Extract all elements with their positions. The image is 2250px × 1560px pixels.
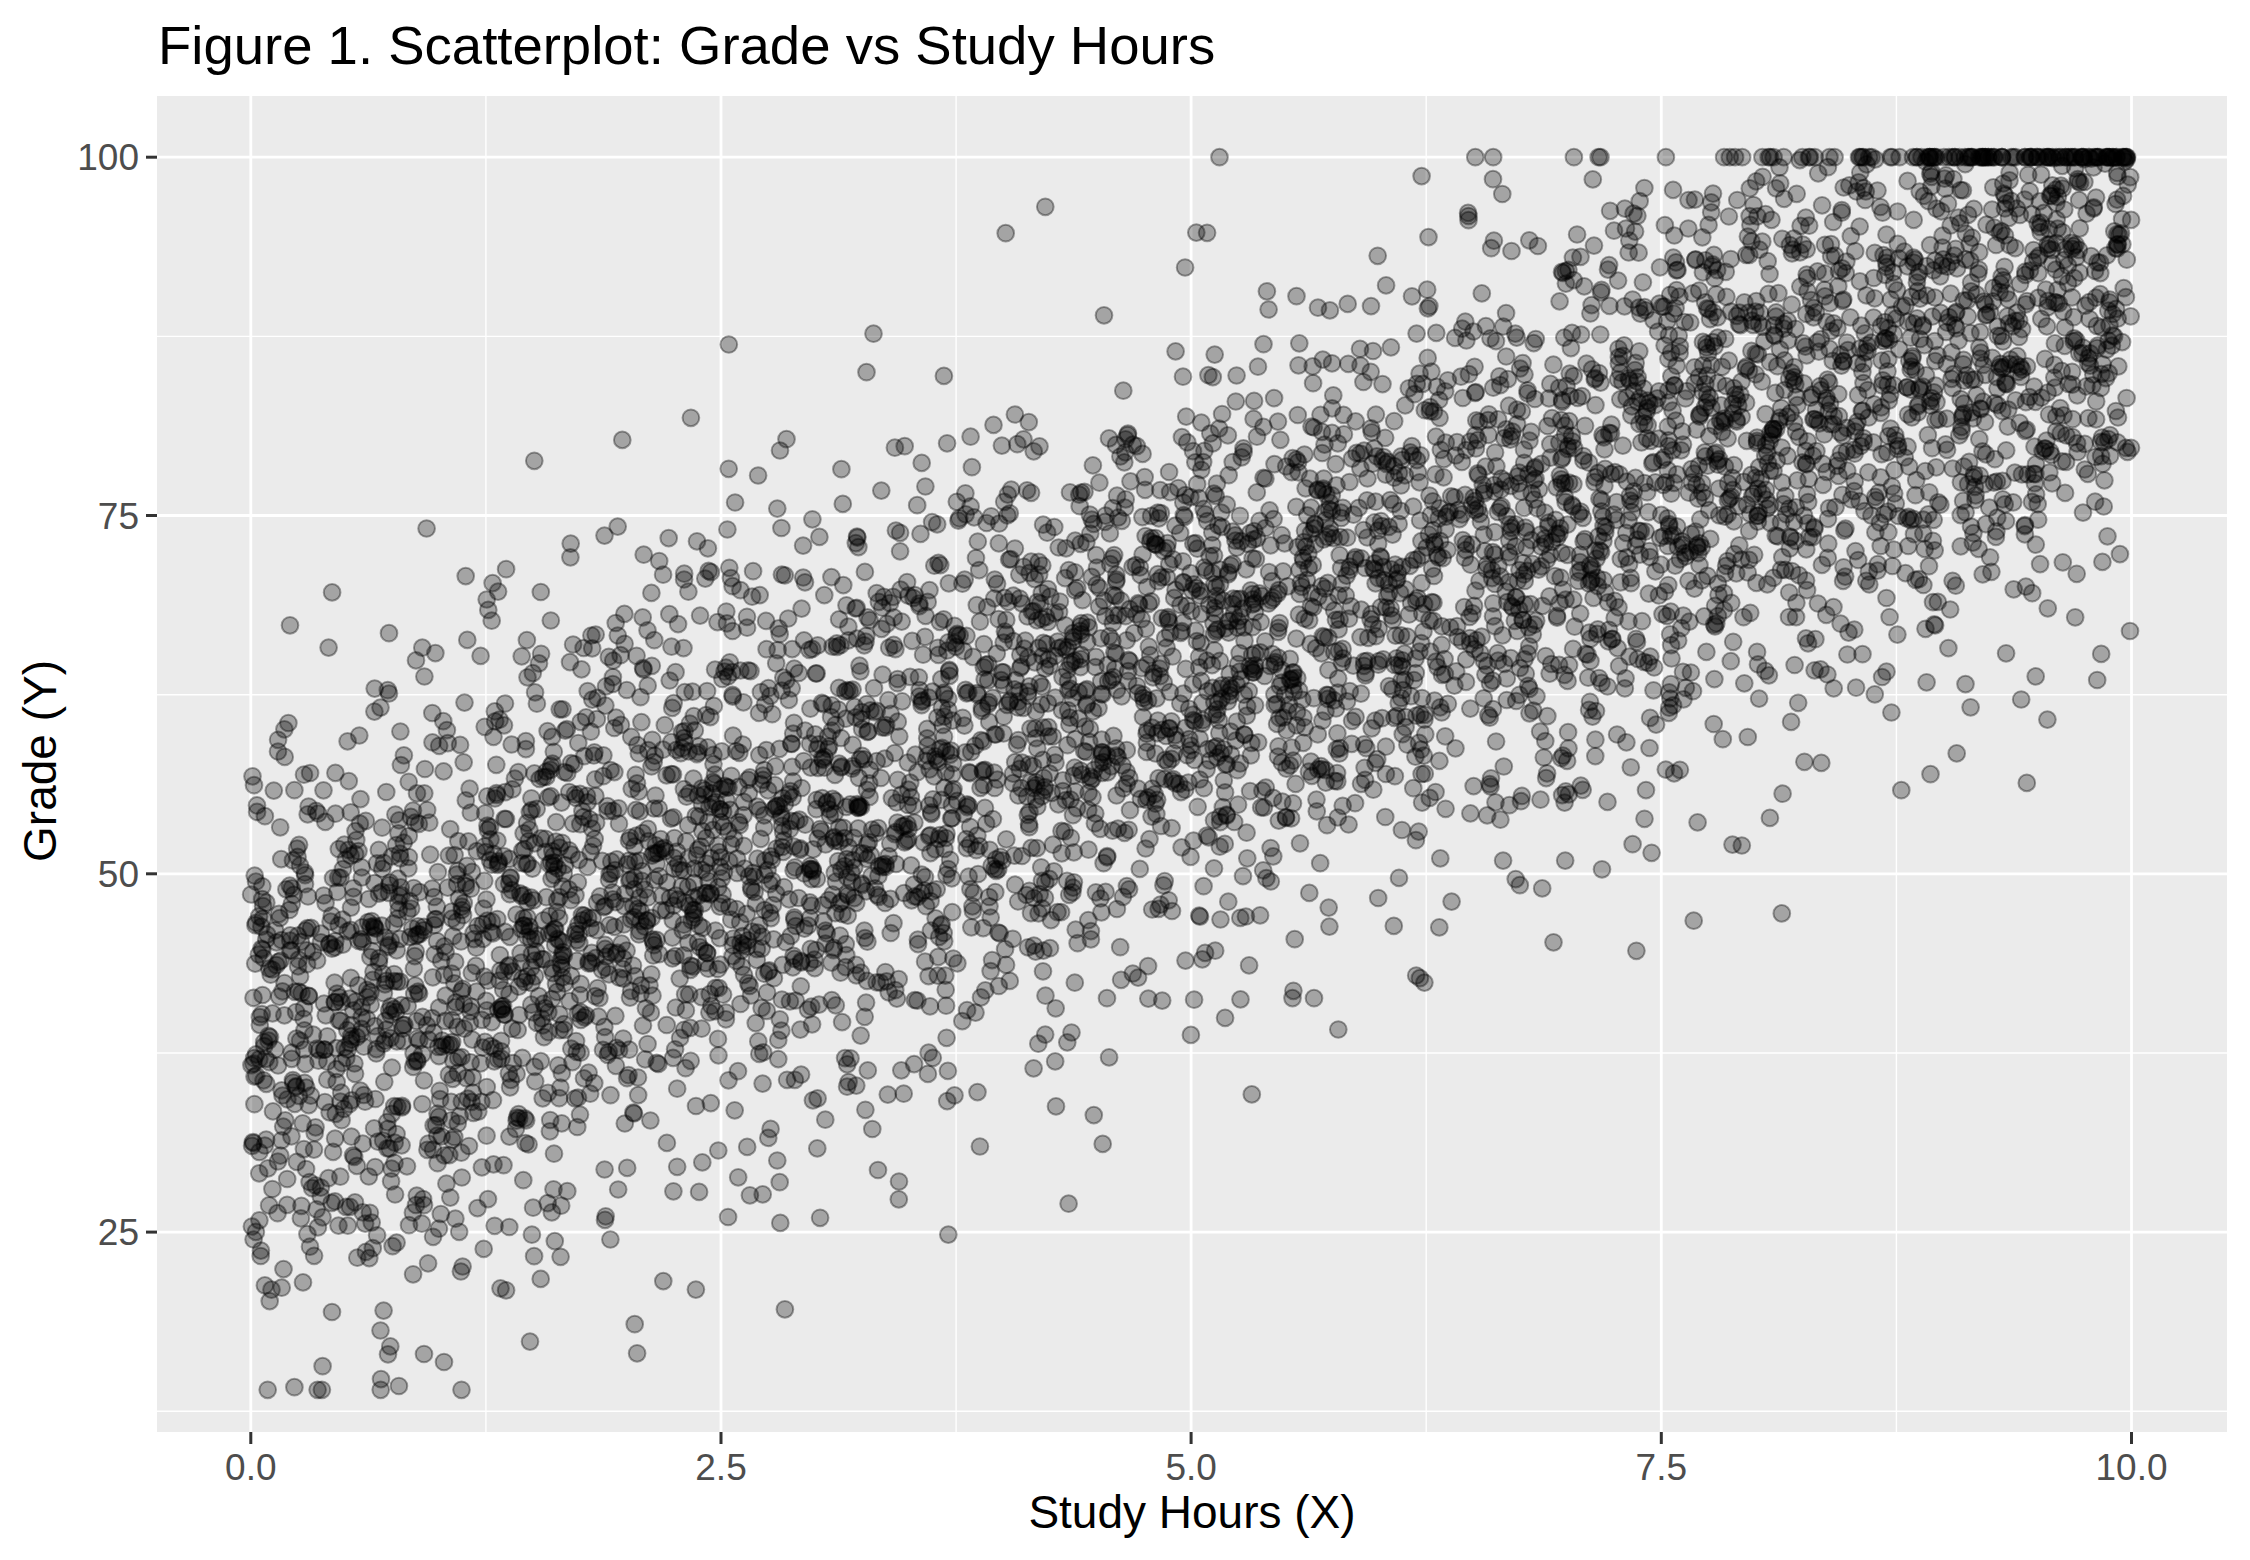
svg-text:75: 75 [98, 496, 139, 537]
svg-text:Grade (Y): Grade (Y) [14, 660, 66, 862]
svg-text:Study Hours (X): Study Hours (X) [1028, 1486, 1355, 1538]
svg-text:Figure 1. Scatterplot: Grade v: Figure 1. Scatterplot: Grade vs Study Ho… [158, 15, 1215, 76]
svg-text:100: 100 [77, 137, 139, 178]
svg-text:0.0: 0.0 [225, 1447, 276, 1488]
svg-text:7.5: 7.5 [1636, 1447, 1687, 1488]
svg-text:5.0: 5.0 [1165, 1447, 1216, 1488]
svg-text:10.0: 10.0 [2095, 1447, 2167, 1488]
svg-text:25: 25 [98, 1212, 139, 1253]
svg-text:2.5: 2.5 [695, 1447, 746, 1488]
svg-text:50: 50 [98, 854, 139, 895]
